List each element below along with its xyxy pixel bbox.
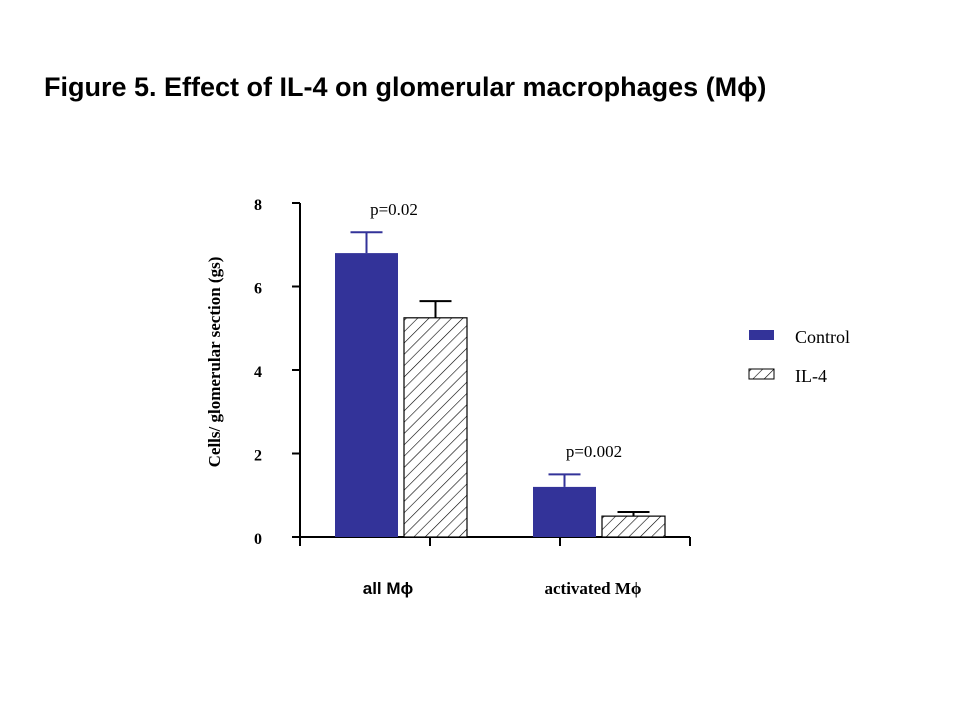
- category-label: all Mϕ: [363, 579, 414, 598]
- y-axis-label: Cells/ glomerular section (gs): [205, 257, 224, 468]
- legend-label: Control: [795, 327, 850, 347]
- y-tick-label: 4: [254, 364, 262, 381]
- legend: Control IL-4: [748, 327, 850, 386]
- p-value-annotation: p=0.002: [566, 442, 622, 461]
- bar-il4-1: [601, 515, 666, 538]
- chart-title: Figure 5. Effect of IL-4 on glomerular m…: [44, 72, 767, 102]
- y-tick-label: 8: [254, 197, 262, 214]
- legend-swatch-il4: [748, 368, 775, 380]
- p-value-annotation: p=0.02: [370, 200, 418, 219]
- bar-control-1: [533, 486, 596, 537]
- labels: 0 2 4 6 8 Cells/ glomerular section (gs) all M…: [205, 197, 642, 598]
- category-label: activated Mϕ: [545, 579, 642, 598]
- legend-swatch-control: [749, 330, 774, 340]
- legend-label: IL-4: [795, 366, 827, 386]
- y-tick-label: 6: [254, 281, 262, 298]
- bars: [335, 231, 666, 538]
- y-tick-label: 2: [254, 448, 262, 465]
- y-tick-label: 0: [254, 531, 262, 548]
- bar-control-0: [335, 253, 398, 537]
- bar-il4-0: [403, 317, 468, 538]
